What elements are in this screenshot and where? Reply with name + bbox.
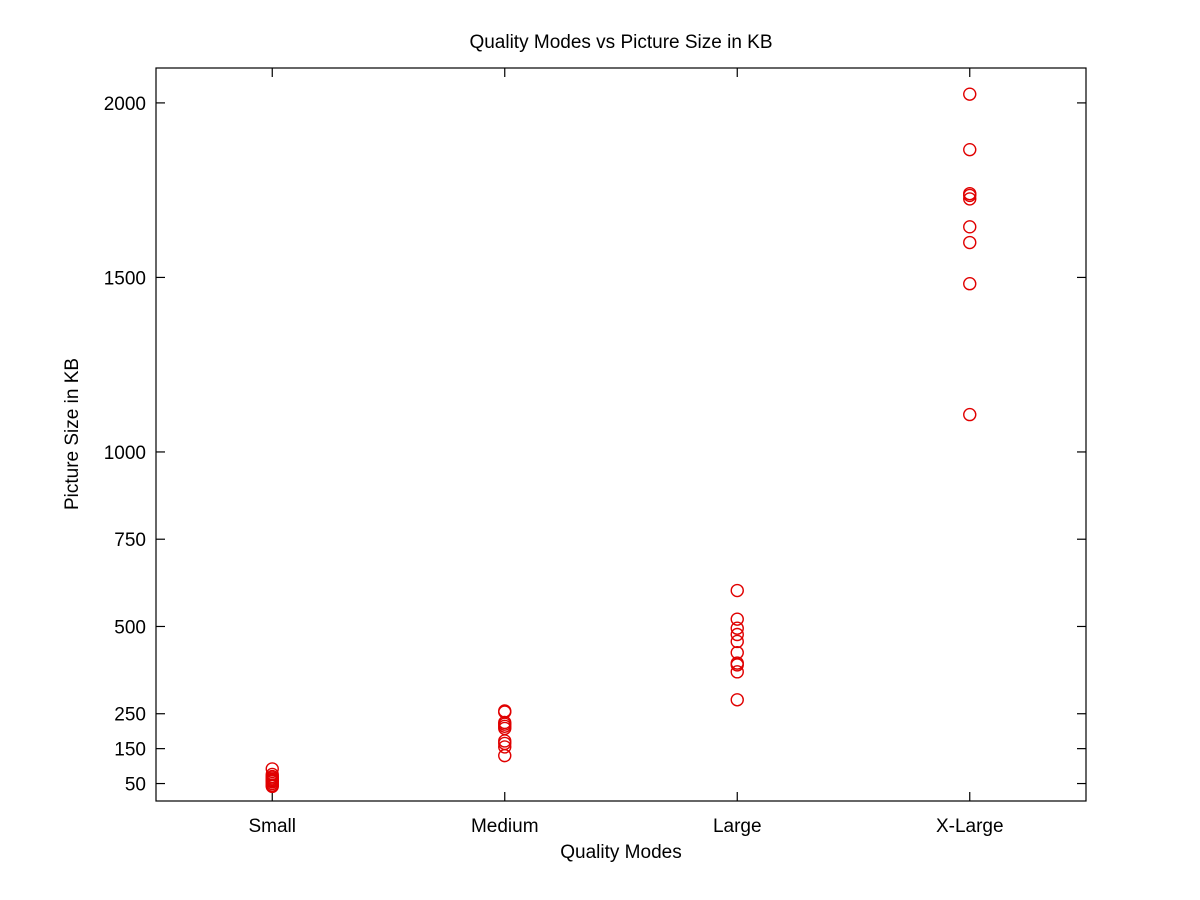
y-axis-label: Picture Size in KB [62, 358, 83, 510]
data-point [963, 142, 977, 157]
data-point [730, 621, 744, 635]
data-point [730, 665, 744, 679]
x-tick-label: X-Large [936, 816, 1004, 837]
y-tick-label: 2000 [104, 94, 146, 115]
data-points [265, 87, 977, 794]
data-point [963, 192, 977, 206]
data-point [730, 693, 744, 707]
data-point [963, 188, 977, 203]
data-point [498, 740, 512, 754]
y-tick-label: 1000 [104, 443, 146, 464]
data-point [730, 612, 744, 626]
data-point [730, 583, 744, 598]
y-tick-label: 150 [114, 740, 146, 761]
y-tick-label: 750 [114, 530, 146, 551]
y-tick-label: 250 [114, 705, 146, 726]
data-point [963, 407, 977, 422]
data-point [730, 627, 744, 642]
data-point [498, 748, 512, 763]
data-point [730, 658, 744, 672]
data-point [730, 634, 744, 649]
plot-area [155, 67, 1087, 802]
data-point [963, 277, 977, 291]
data-point [265, 779, 279, 794]
data-point [963, 235, 977, 250]
x-tick-label: Medium [471, 816, 539, 837]
chart-title: Quality Modes vs Picture Size in KB [469, 32, 772, 53]
data-point [963, 220, 977, 234]
x-axis-label: Quality Modes [560, 842, 681, 863]
y-tick-label: 500 [114, 617, 146, 638]
x-axis-ticks: Small Medium Large X-Large [248, 68, 1004, 837]
data-point [963, 87, 977, 101]
x-tick-label: Large [713, 816, 762, 837]
x-tick-label: Small [248, 816, 296, 837]
y-tick-label: 50 [125, 775, 146, 796]
y-axis-ticks: 50 150 250 500 750 1000 1500 2000 [104, 94, 1086, 796]
y-tick-label: 1500 [104, 268, 146, 289]
